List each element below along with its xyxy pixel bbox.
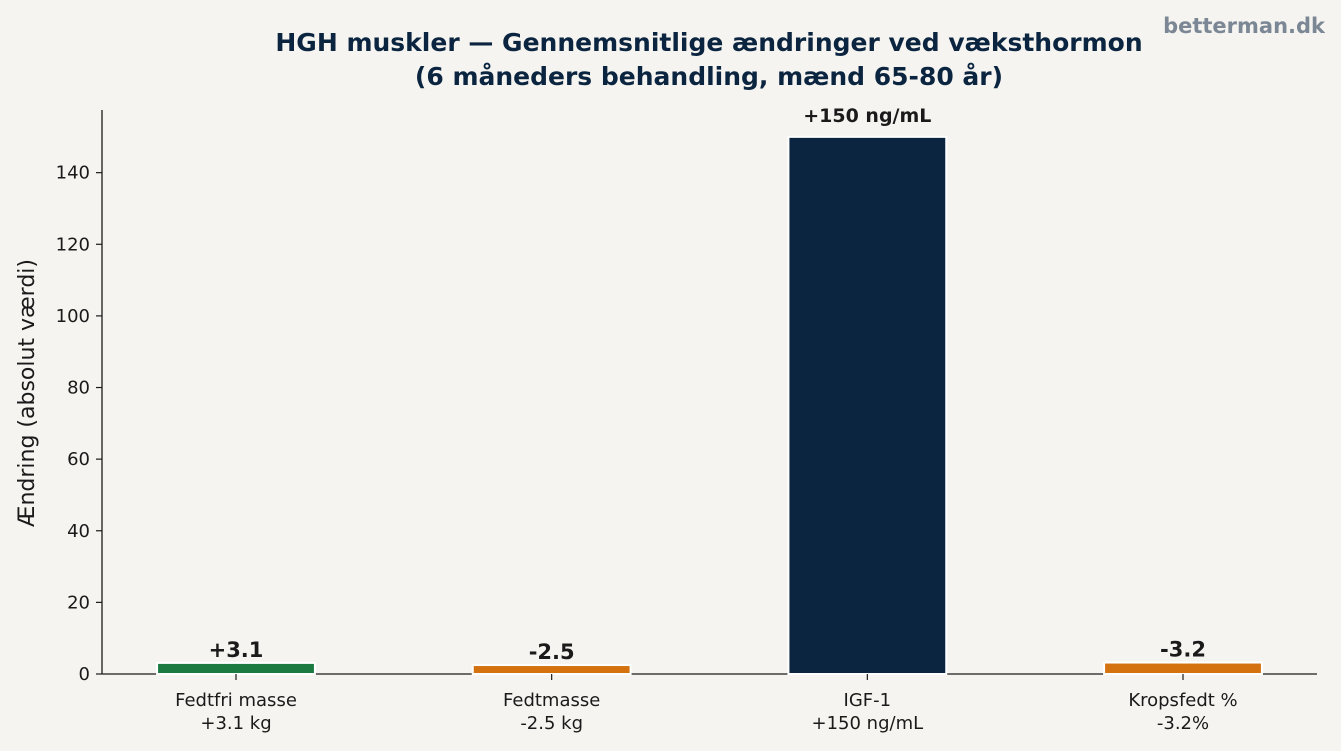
y-tick-label: 120 [56,234,90,255]
y-tick-label: 140 [56,163,90,184]
x-tick-label: +150 ng/mL [812,713,924,734]
x-tick-label: -2.5 kg [520,713,583,734]
watermark: betterman.dk [1163,14,1326,38]
bar [1103,661,1263,676]
y-tick-label: 40 [67,521,90,542]
bar-value-label: +150 ng/mL [803,105,931,127]
x-tick-label: Fedtfri masse [175,690,297,711]
bar [156,661,316,675]
x-tick-label: Kropsfedt % [1128,690,1237,711]
y-tick-label: 100 [56,306,90,327]
bar-value-label: +3.1 [209,638,264,662]
y-tick-label: 60 [67,449,90,470]
chart-title-line2: (6 måneders behandling, mænd 65-80 år) [415,62,1003,91]
plot-area: 0 20 40 60 80 100 120 140 +3.1 Fedtfri masse+3.1 … [56,105,1317,734]
x-tick-label: Fedtmasse [503,690,600,711]
x-tick-label: +3.1 kg [200,713,271,734]
chart-title-line1: HGH muskler — Gennemsnitlige ændringer v… [275,28,1142,57]
y-tick-label: 80 [67,378,90,399]
y-axis-label: Ændring (absolut værdi) [15,259,40,527]
x-tick-label: -3.2% [1157,713,1209,734]
y-tick-label: 0 [79,664,90,685]
x-tick-label: IGF-1 [844,690,892,711]
bar-value-label: -2.5 [529,640,575,664]
bar [787,135,948,676]
y-tick-label: 20 [67,592,90,613]
bar [471,664,632,675]
bar-value-label: -3.2 [1160,638,1206,662]
